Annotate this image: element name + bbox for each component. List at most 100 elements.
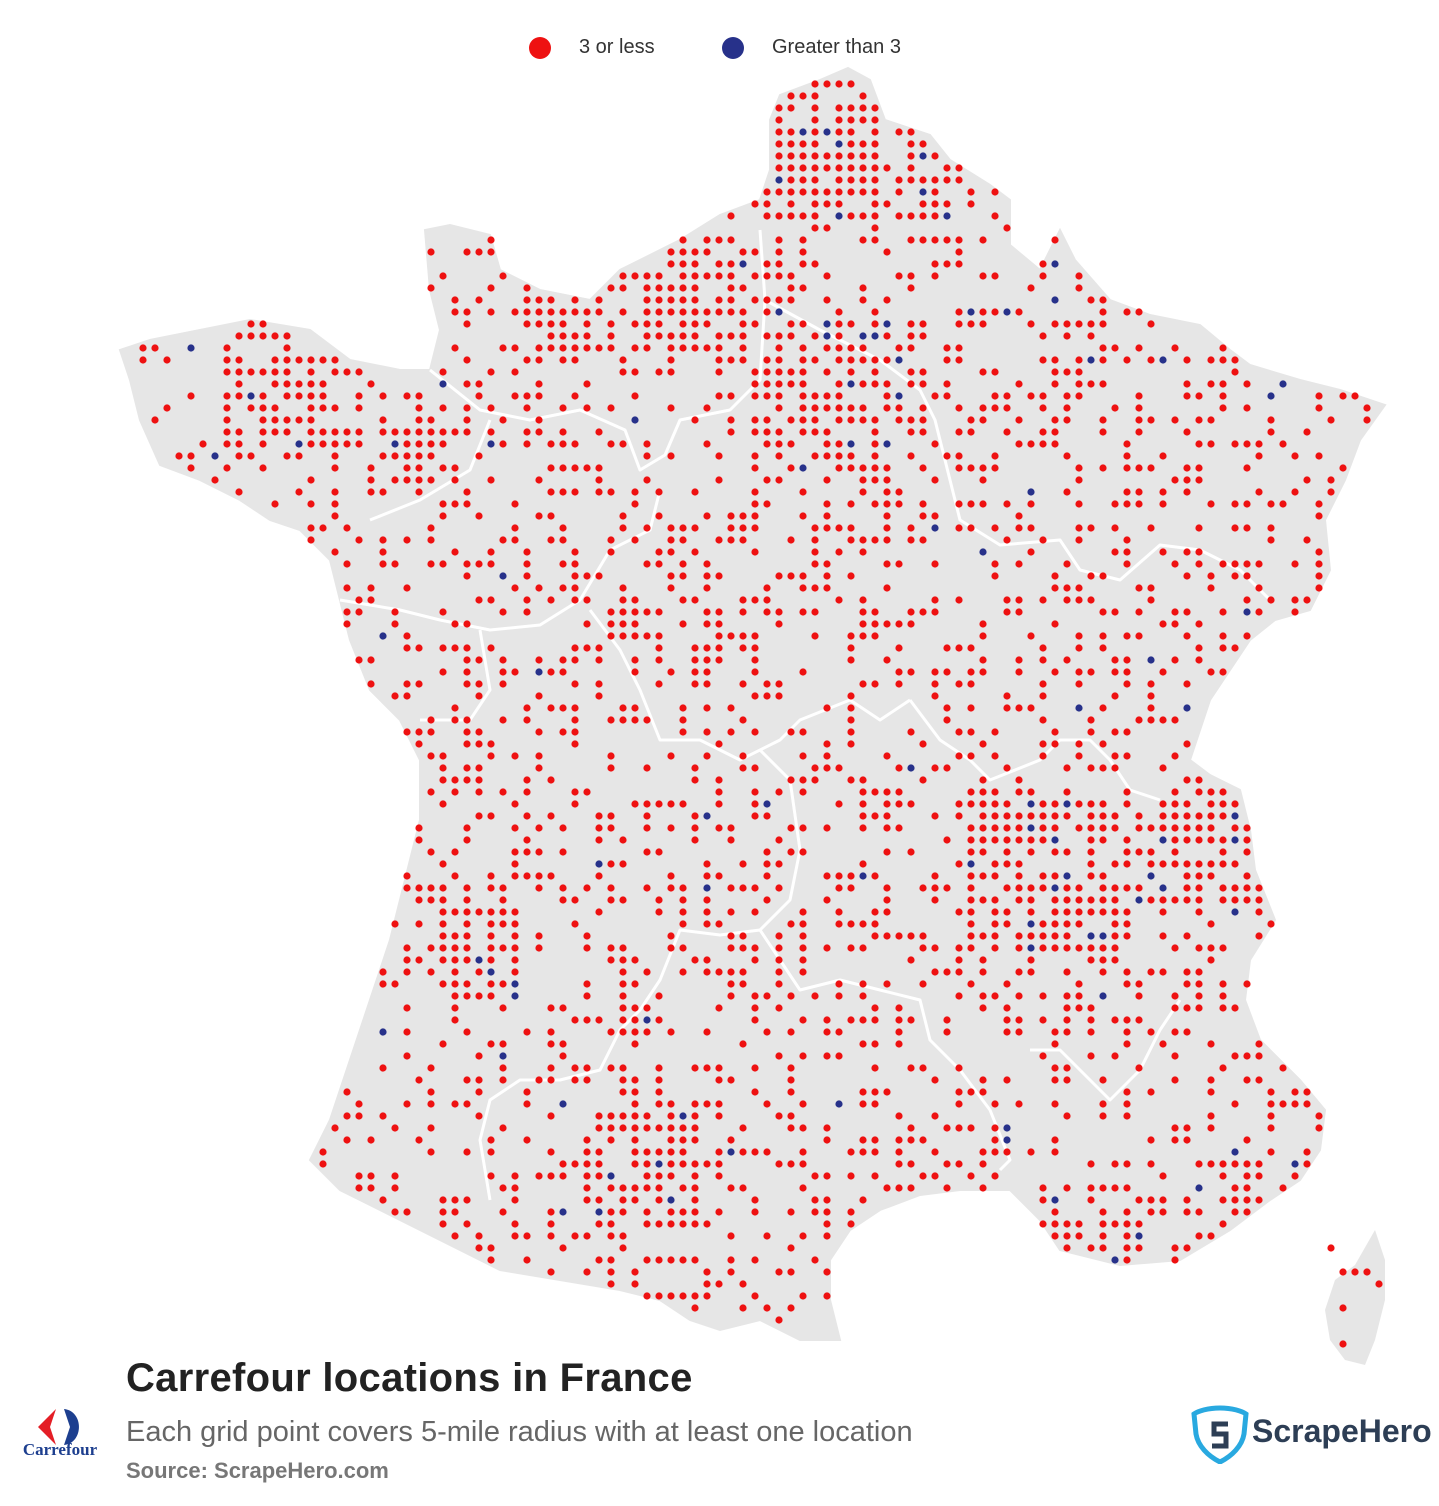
marker-3-or-less [511,956,519,964]
marker-3-or-less [319,392,327,400]
marker-3-or-less [1075,884,1083,892]
marker-greater-than-3 [1051,1196,1059,1204]
marker-3-or-less [151,416,159,424]
marker-3-or-less [751,956,759,964]
marker-3-or-less [1291,596,1299,604]
marker-3-or-less [571,896,579,904]
marker-3-or-less [547,344,555,352]
marker-3-or-less [643,320,651,328]
marker-3-or-less [355,1112,363,1120]
marker-3-or-less [655,1256,663,1264]
marker-3-or-less [703,860,711,868]
marker-greater-than-3 [1159,836,1167,844]
marker-3-or-less [1267,524,1275,532]
marker-3-or-less [391,1184,399,1192]
marker-3-or-less [871,440,879,448]
marker-3-or-less [451,980,459,988]
marker-3-or-less [703,1160,711,1168]
marker-3-or-less [703,1292,711,1300]
marker-3-or-less [1243,836,1251,844]
marker-3-or-less [775,356,783,364]
marker-3-or-less [775,392,783,400]
marker-3-or-less [787,320,795,328]
marker-3-or-less [643,824,651,832]
marker-3-or-less [1279,1100,1287,1108]
marker-3-or-less [1183,356,1191,364]
marker-3-or-less [787,1208,795,1216]
marker-3-or-less [379,968,387,976]
map-subtitle: Each grid point covers 5-mile radius wit… [126,1416,913,1448]
marker-3-or-less [871,368,879,376]
marker-greater-than-3 [727,1148,735,1156]
marker-3-or-less [967,200,975,208]
marker-3-or-less [463,920,471,928]
marker-3-or-less [799,248,807,256]
marker-3-or-less [739,932,747,940]
marker-3-or-less [1123,908,1131,916]
marker-3-or-less [631,488,639,496]
marker-3-or-less [1243,1208,1251,1216]
marker-3-or-less [1219,944,1227,952]
marker-3-or-less [679,800,687,808]
marker-3-or-less [775,104,783,112]
marker-3-or-less [643,476,651,484]
marker-3-or-less [487,872,495,880]
marker-3-or-less [811,224,819,232]
marker-3-or-less [1063,1220,1071,1228]
marker-3-or-less [835,1028,843,1036]
marker-3-or-less [1015,440,1023,448]
marker-3-or-less [667,752,675,760]
marker-3-or-less [703,704,711,712]
marker-3-or-less [991,944,999,952]
marker-3-or-less [607,752,615,760]
marker-3-or-less [1183,428,1191,436]
marker-3-or-less [823,344,831,352]
marker-3-or-less [931,668,939,676]
marker-3-or-less [631,596,639,604]
marker-3-or-less [451,620,459,628]
marker-3-or-less [1099,896,1107,904]
marker-3-or-less [1075,380,1083,388]
marker-3-or-less [871,812,879,820]
marker-3-or-less [1195,476,1203,484]
marker-3-or-less [1039,260,1047,268]
marker-3-or-less [475,812,483,820]
marker-3-or-less [727,908,735,916]
marker-3-or-less [139,356,147,364]
marker-3-or-less [727,944,735,952]
marker-3-or-less [1051,728,1059,736]
marker-3-or-less [955,164,963,172]
marker-3-or-less [643,332,651,340]
marker-3-or-less [343,1112,351,1120]
marker-3-or-less [271,404,279,412]
marker-3-or-less [1087,956,1095,964]
marker-3-or-less [1303,1088,1311,1096]
marker-3-or-less [271,428,279,436]
marker-3-or-less [1183,860,1191,868]
marker-3-or-less [823,740,831,748]
marker-3-or-less [1123,536,1131,544]
marker-3-or-less [679,308,687,316]
marker-3-or-less [1099,1076,1107,1084]
marker-3-or-less [1207,668,1215,676]
marker-3-or-less [1159,908,1167,916]
marker-3-or-less [463,620,471,628]
marker-3-or-less [643,800,651,808]
marker-3-or-less [943,644,951,652]
marker-3-or-less [595,428,603,436]
marker-3-or-less [835,992,843,1000]
marker-3-or-less [235,440,243,448]
marker-3-or-less [811,1172,819,1180]
marker-3-or-less [727,1184,735,1192]
marker-3-or-less [631,1040,639,1048]
marker-3-or-less [667,668,675,676]
marker-3-or-less [907,1184,915,1192]
marker-3-or-less [979,824,987,832]
marker-3-or-less [823,1220,831,1228]
marker-3-or-less [1291,452,1299,460]
marker-3-or-less [1207,1232,1215,1240]
marker-3-or-less [967,848,975,856]
marker-3-or-less [1087,848,1095,856]
marker-3-or-less [943,356,951,364]
marker-3-or-less [1027,1148,1035,1156]
